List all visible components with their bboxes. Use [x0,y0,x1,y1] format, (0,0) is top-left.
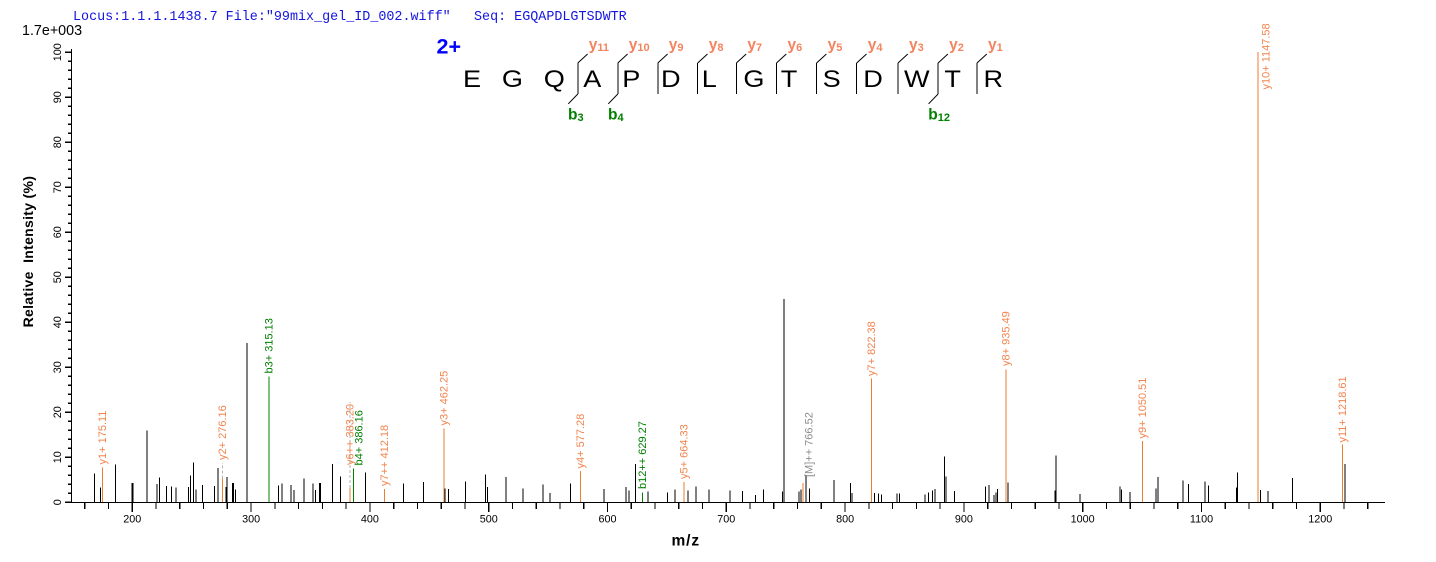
svg-text:y10+ 1147.58: y10+ 1147.58 [1261,23,1273,89]
svg-text:G: G [502,66,523,92]
svg-text:2+: 2+ [437,34,462,58]
svg-text:Relative Intensity (%): Relative Intensity (%) [20,176,36,328]
svg-text:Seq: EGQAPDLGTSDWTR: Seq: EGQAPDLGTSDWTR [474,10,627,25]
svg-text:20: 20 [52,406,64,418]
svg-text:1100: 1100 [1190,513,1213,525]
svg-text:D: D [863,66,883,92]
svg-text:Q: Q [544,66,565,92]
svg-text:70: 70 [52,181,64,193]
svg-text:b3+ 315.13: b3+ 315.13 [264,318,276,373]
svg-text:y1+ 175.11: y1+ 175.11 [97,411,109,465]
svg-text:800: 800 [836,513,854,525]
svg-text:60: 60 [52,226,64,238]
svg-text:700: 700 [717,513,735,525]
svg-text:y8+ 935.49: y8+ 935.49 [1001,311,1013,366]
svg-text:b4+ 386.16: b4+ 386.16 [354,410,366,465]
svg-text:G: G [743,66,764,92]
svg-text:P: P [622,66,640,92]
svg-text:S: S [823,66,841,92]
svg-text:T: T [944,66,961,92]
svg-text:1.7e+003: 1.7e+003 [22,23,82,39]
svg-text:30: 30 [52,361,64,373]
svg-text:Locus:1.1.1.1438.7 File:"99mix: Locus:1.1.1.1438.7 File:"99mix_gel_ID_00… [73,10,451,25]
svg-text:A: A [583,66,602,92]
svg-text:1000: 1000 [1071,513,1095,525]
svg-text:[M]++ 766.52: [M]++ 766.52 [804,412,816,477]
svg-text:y7++ 412.18: y7++ 412.18 [379,425,391,486]
svg-text:80: 80 [52,136,64,148]
svg-text:900: 900 [955,513,973,525]
svg-text:90: 90 [52,91,64,103]
svg-text:W: W [904,66,930,92]
svg-text:y3+ 462.25: y3+ 462.25 [438,371,450,426]
svg-text:10: 10 [52,451,64,463]
svg-text:100: 100 [52,43,64,61]
svg-text:y6++ 383.20: y6++ 383.20 [345,404,357,465]
svg-text:1200: 1200 [1308,513,1332,525]
svg-text:T: T [781,66,798,92]
svg-text:L: L [702,66,717,92]
svg-text:m/z: m/z [672,532,701,549]
svg-text:y11+ 1218.61: y11+ 1218.61 [1337,376,1349,442]
svg-text:y5+ 664.33: y5+ 664.33 [678,424,690,479]
svg-text:200: 200 [123,513,141,525]
svg-text:400: 400 [361,513,379,525]
svg-text:300: 300 [242,513,260,525]
svg-text:D: D [661,66,681,92]
svg-text:R: R [984,66,1004,92]
svg-text:40: 40 [52,316,64,328]
svg-text:y9+ 1050.51: y9+ 1050.51 [1137,378,1149,439]
svg-text:y4+ 577.28: y4+ 577.28 [575,414,587,469]
svg-text:b12++ 629.27: b12++ 629.27 [637,421,649,489]
svg-text:600: 600 [598,513,616,525]
svg-text:y2+ 276.16: y2+ 276.16 [217,405,229,460]
svg-text:50: 50 [52,271,64,283]
svg-text:E: E [463,66,481,92]
svg-text:y7+ 822.38: y7+ 822.38 [866,321,878,376]
svg-text:500: 500 [480,513,498,525]
svg-text:0: 0 [52,499,64,505]
